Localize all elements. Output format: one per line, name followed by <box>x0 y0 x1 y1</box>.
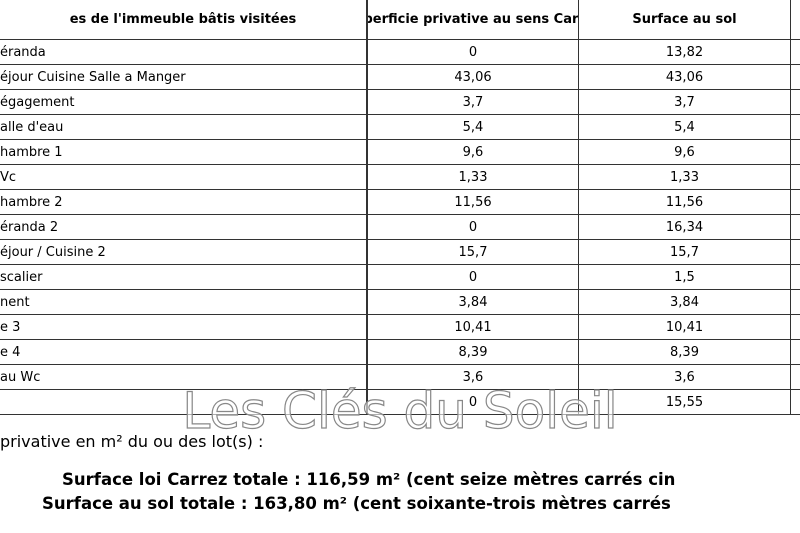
empty-cell <box>790 239 800 265</box>
header-cell: es de l'immeuble bâtis visitées <box>0 0 367 40</box>
empty-cell <box>790 189 800 215</box>
empty-cell <box>790 139 800 165</box>
empty-cell <box>790 314 800 340</box>
area-value: 0 <box>367 214 579 240</box>
room-name: hambre 2 <box>0 189 367 215</box>
room-name: Vc <box>0 164 367 190</box>
area-value: 3,6 <box>578 364 791 390</box>
area-value: 3,6 <box>367 364 579 390</box>
summary-carrez: Surface loi Carrez totale : 116,59 m² (c… <box>62 470 676 489</box>
room-name: alle d'eau <box>0 114 367 140</box>
area-value: 11,56 <box>367 189 579 215</box>
area-value: 3,7 <box>578 89 791 115</box>
area-value: 1,5 <box>578 264 791 290</box>
room-name: éjour / Cuisine 2 <box>0 239 367 265</box>
empty-cell <box>790 364 800 390</box>
empty-cell <box>790 389 800 415</box>
area-value: 15,55 <box>578 389 791 415</box>
area-value: 8,39 <box>578 339 791 365</box>
room-name: éranda <box>0 39 367 65</box>
empty-cell <box>790 89 800 115</box>
summary-intro: privative en m² du ou des lot(s) : <box>0 432 264 451</box>
area-value: 43,06 <box>578 64 791 90</box>
area-value: 3,7 <box>367 89 579 115</box>
room-name: éranda 2 <box>0 214 367 240</box>
empty-cell <box>790 114 800 140</box>
empty-cell <box>790 289 800 315</box>
area-value: 8,39 <box>367 339 579 365</box>
room-name: au Wc <box>0 364 367 390</box>
empty-cell <box>790 164 800 190</box>
area-value: 0 <box>367 39 579 65</box>
room-name: nent <box>0 289 367 315</box>
area-value: 13,82 <box>578 39 791 65</box>
area-value: 5,4 <box>367 114 579 140</box>
area-value: 10,41 <box>578 314 791 340</box>
room-name: hambre 1 <box>0 139 367 165</box>
area-value: 43,06 <box>367 64 579 90</box>
area-value: 10,41 <box>367 314 579 340</box>
header-cell <box>790 0 800 40</box>
area-value: 3,84 <box>367 289 579 315</box>
empty-cell <box>790 264 800 290</box>
room-name: éjour Cuisine Salle a Manger <box>0 64 367 90</box>
header-cell: Superficie privative au sens Carrez <box>367 0 579 40</box>
room-name: scalier <box>0 264 367 290</box>
empty-cell <box>790 214 800 240</box>
area-value: 0 <box>367 264 579 290</box>
room-name: e 3 <box>0 314 367 340</box>
header-cell: Surface au sol <box>578 0 791 40</box>
area-value: 5,4 <box>578 114 791 140</box>
area-value: 15,7 <box>578 239 791 265</box>
area-value: 9,6 <box>578 139 791 165</box>
area-value: 3,84 <box>578 289 791 315</box>
room-name: égagement <box>0 89 367 115</box>
empty-cell <box>790 39 800 65</box>
area-value: 15,7 <box>367 239 579 265</box>
area-value: 11,56 <box>578 189 791 215</box>
summary-sol: Surface au sol totale : 163,80 m² (cent … <box>42 494 671 513</box>
empty-cell <box>790 64 800 90</box>
empty-cell <box>790 339 800 365</box>
area-value: 1,33 <box>367 164 579 190</box>
area-value: 16,34 <box>578 214 791 240</box>
area-value: 0 <box>367 389 579 415</box>
area-value: 9,6 <box>367 139 579 165</box>
room-name: e 4 <box>0 339 367 365</box>
room-name <box>0 389 367 415</box>
area-value: 1,33 <box>578 164 791 190</box>
